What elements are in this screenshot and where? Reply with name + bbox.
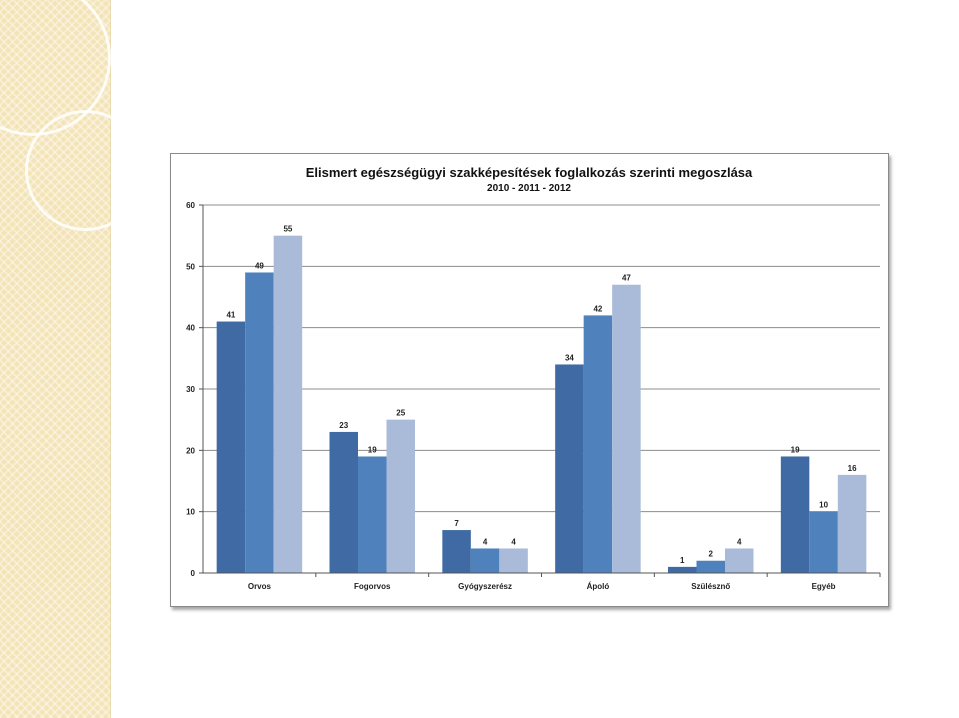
x-category-label: Szülésznő (691, 582, 730, 591)
data-label: 4 (737, 537, 742, 546)
bar-szülésznő-1 (668, 566, 697, 573)
bar-gyógyszerész-1 (442, 530, 471, 573)
bar-fogorvos-3 (386, 419, 415, 573)
bar-ápoló-1 (555, 364, 584, 573)
gridlines (203, 204, 880, 513)
data-label: 19 (368, 445, 377, 454)
bar-fogorvos-1 (329, 431, 358, 573)
decorative-ring-2 (25, 110, 146, 231)
y-tick-label: 30 (186, 385, 195, 394)
y-tick-label: 20 (186, 446, 195, 455)
bar-gyógyszerész-2 (470, 548, 500, 573)
data-label: 49 (255, 261, 264, 270)
bar-ápoló-3 (612, 284, 641, 573)
bar-egyéb-1 (780, 456, 810, 573)
bar-chart: Elismert egészségügyi szakképesítések fo… (186, 165, 881, 591)
bar-orvos-1 (216, 321, 246, 573)
bar-szülésznő-2 (696, 560, 725, 573)
data-label: 34 (565, 353, 574, 362)
data-label: 7 (454, 519, 459, 528)
x-category-label: Egyéb (812, 582, 836, 591)
chart-title: Elismert egészségügyi szakképesítések fo… (306, 165, 753, 180)
bar-gyógyszerész-3 (499, 548, 528, 573)
bar-egyéb-2 (809, 511, 838, 573)
data-label: 4 (511, 537, 516, 546)
data-labels: 41 49 55 23 19 25 7 4 4 34 42 47 1 2 4 19 10 16 (226, 225, 857, 565)
bar-fogorvos-2 (358, 456, 387, 573)
chart-subtitle: 2010 - 2011 - 2012 (487, 183, 571, 194)
data-label: 19 (791, 445, 800, 454)
bars (216, 235, 867, 573)
bar-egyéb-3 (837, 474, 867, 573)
x-category-label: Gyógyszerész (458, 582, 512, 591)
axes: 0 10 20 30 40 50 60 Orvos Fogorvos Gyógyszerész Áp… (186, 201, 881, 591)
data-label: 1 (680, 556, 685, 565)
data-label: 23 (339, 421, 348, 430)
decorative-side-strip (0, 0, 146, 718)
y-tick-label: 60 (186, 201, 195, 210)
x-category-label: Fogorvos (354, 582, 391, 591)
data-label: 4 (483, 537, 488, 546)
y-tick-label: 40 (186, 324, 195, 333)
data-label: 16 (848, 464, 857, 473)
bar-ápoló-2 (583, 315, 613, 573)
bar-orvos-2 (245, 272, 274, 573)
data-label: 2 (709, 550, 714, 559)
data-label: 42 (593, 304, 602, 313)
y-tick-label: 10 (186, 508, 195, 517)
data-label: 47 (622, 274, 631, 283)
y-tick-label: 50 (186, 262, 195, 271)
data-label: 41 (226, 311, 235, 320)
x-category-label: Orvos (248, 582, 272, 591)
data-label: 55 (283, 225, 292, 234)
x-category-label: Ápoló (587, 582, 610, 591)
chart-frame: Elismert egészségügyi szakképesítések fo… (170, 153, 889, 607)
data-label: 10 (819, 501, 828, 510)
bar-szülésznő-3 (725, 548, 754, 573)
y-tick-label: 0 (191, 569, 196, 578)
bar-orvos-3 (273, 235, 303, 573)
data-label: 25 (396, 409, 405, 418)
